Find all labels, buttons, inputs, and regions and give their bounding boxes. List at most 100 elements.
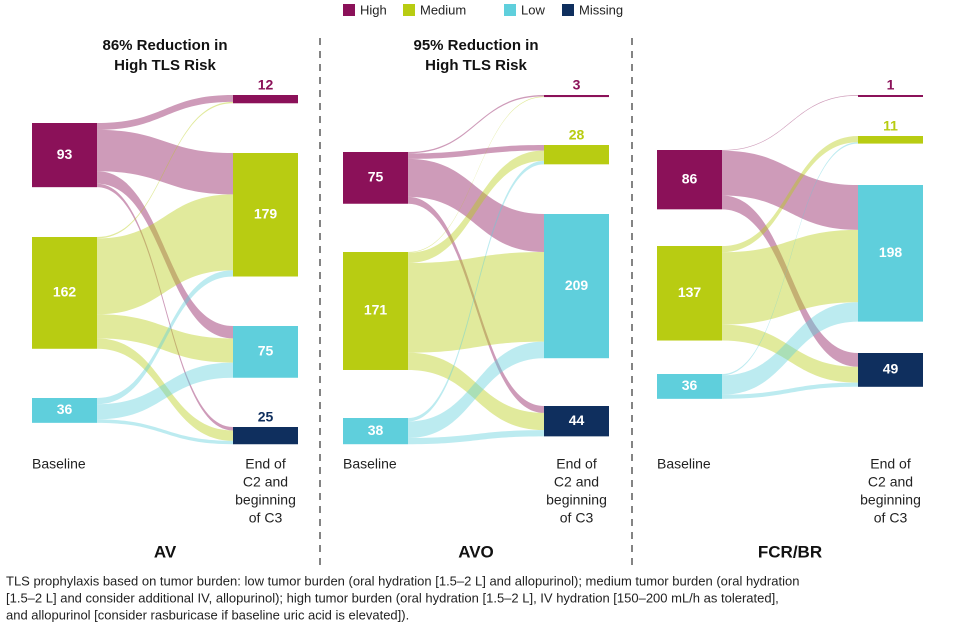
flow — [97, 101, 233, 239]
node-value: 162 — [53, 284, 77, 300]
node-value: 12 — [258, 77, 274, 93]
flow — [722, 95, 858, 151]
target-node — [233, 153, 298, 277]
target-label: beginning — [860, 492, 921, 508]
target-label: C2 and — [554, 474, 599, 490]
node-value: 38 — [368, 422, 384, 438]
target-node — [858, 185, 923, 322]
flow — [408, 160, 544, 422]
panel-title: 95% Reduction in — [413, 37, 538, 54]
target-node — [544, 95, 609, 98]
target-label: of C3 — [874, 510, 908, 526]
flow — [408, 158, 544, 252]
source-node — [32, 398, 97, 423]
panel-title: High TLS Risk — [425, 57, 527, 74]
footnote: TLS prophylaxis based on tumor burden: l… — [6, 573, 799, 588]
target-label: C2 and — [868, 474, 913, 490]
target-node — [544, 145, 609, 165]
footnote: [1.5–2 L] and consider additional IV, al… — [6, 590, 779, 605]
node-value: 209 — [565, 277, 589, 293]
flow — [722, 324, 858, 383]
target-node — [233, 95, 298, 104]
flow — [722, 302, 858, 395]
flow — [722, 142, 858, 376]
target-node — [544, 214, 609, 359]
flow — [408, 430, 544, 445]
source-node — [657, 374, 722, 399]
panel-name: AVO — [458, 542, 494, 561]
flow — [97, 194, 233, 315]
flow — [97, 129, 233, 195]
node-value: 36 — [57, 401, 73, 417]
node-value: 1 — [887, 77, 895, 93]
flow — [408, 145, 544, 159]
flow — [97, 338, 233, 441]
target-node — [544, 406, 609, 437]
legend-label: Medium — [420, 2, 466, 17]
node-value: 49 — [883, 361, 899, 377]
target-label: beginning — [546, 492, 607, 508]
flow — [408, 95, 544, 154]
flow — [97, 314, 233, 363]
target-label: C2 and — [243, 474, 288, 490]
source-node — [32, 237, 97, 349]
legend-label: High — [360, 2, 387, 17]
target-label: End of — [556, 456, 597, 472]
flow — [722, 195, 858, 367]
source-label: Baseline — [343, 456, 397, 472]
node-value: 44 — [569, 412, 585, 428]
target-node — [233, 326, 298, 378]
flow — [408, 341, 544, 439]
target-label: beginning — [235, 492, 296, 508]
node-value: 11 — [883, 118, 898, 134]
legend-swatch — [403, 4, 415, 16]
node-value: 28 — [569, 127, 585, 143]
target-label: End of — [870, 456, 911, 472]
legend-swatch — [504, 4, 516, 16]
target-node — [858, 136, 923, 144]
node-value: 198 — [879, 244, 903, 260]
target-node — [858, 95, 923, 97]
source-label: Baseline — [32, 456, 86, 472]
target-node — [233, 427, 298, 445]
node-value: 75 — [258, 343, 274, 359]
footnote: and allopurinol [consider rasburicase if… — [6, 607, 409, 622]
flow — [408, 251, 544, 353]
flow — [97, 362, 233, 420]
target-label: End of — [245, 456, 286, 472]
node-value: 3 — [573, 77, 581, 93]
source-node — [343, 252, 408, 370]
node-value: 75 — [368, 169, 384, 185]
node-value: 25 — [258, 409, 274, 425]
panel-name: AV — [154, 542, 177, 561]
target-node — [858, 353, 923, 387]
flow — [97, 171, 233, 339]
legend-label: Missing — [579, 2, 623, 17]
flow — [408, 150, 544, 264]
flow — [408, 96, 544, 253]
flow — [97, 270, 233, 405]
source-label: Baseline — [657, 456, 711, 472]
target-label: of C3 — [560, 510, 594, 526]
flow — [408, 196, 544, 413]
source-node — [32, 123, 97, 188]
flow — [408, 352, 544, 431]
node-value: 171 — [364, 302, 388, 318]
node-value: 93 — [57, 146, 73, 162]
target-label: of C3 — [249, 510, 283, 526]
flow — [97, 183, 233, 431]
source-node — [343, 418, 408, 445]
flow — [97, 95, 233, 130]
legend-swatch — [343, 4, 355, 16]
node-value: 179 — [254, 205, 278, 221]
source-node — [657, 150, 722, 210]
flow — [722, 150, 858, 230]
flow — [97, 419, 233, 445]
flow — [722, 136, 858, 253]
panel-title: 86% Reduction in — [102, 37, 227, 54]
flow — [722, 229, 858, 325]
source-node — [657, 246, 722, 341]
panel-title: High TLS Risk — [114, 57, 216, 74]
legend-swatch — [562, 4, 574, 16]
